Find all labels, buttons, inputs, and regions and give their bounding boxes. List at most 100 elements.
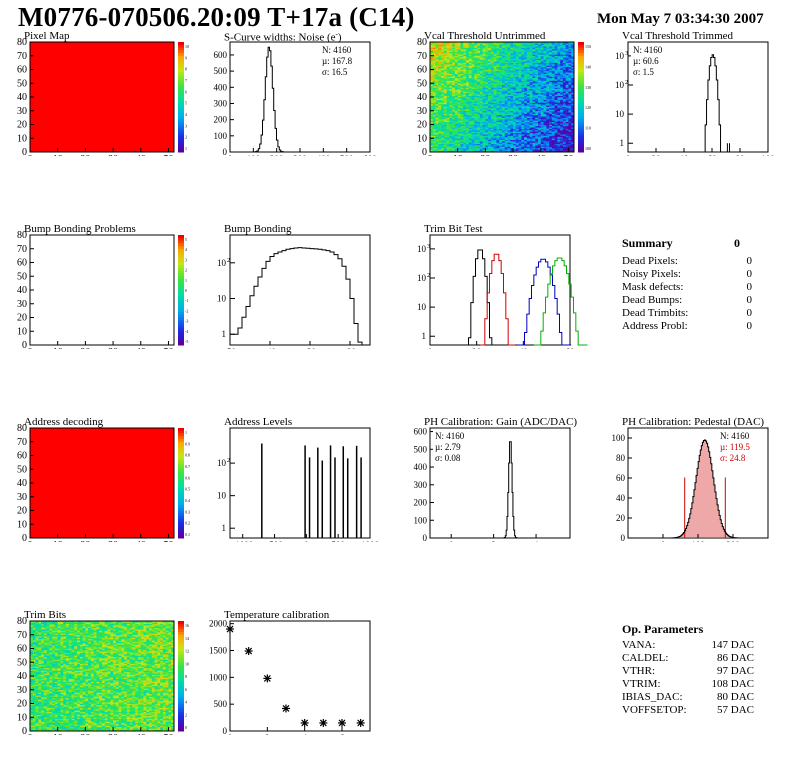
- y-tick-label: 1: [222, 329, 227, 339]
- y-tick-label: 30: [417, 106, 427, 117]
- y-tick-label: 20: [17, 120, 27, 131]
- x-tick-label: 80: [736, 154, 746, 156]
- y-tick-label: 100: [612, 433, 626, 443]
- y-tick-label: 30: [17, 492, 27, 503]
- y-tick-label: 60: [417, 65, 427, 76]
- x-tick-label: 40: [536, 154, 546, 156]
- x-tick-label: 10: [53, 347, 63, 349]
- histogram-line: [466, 249, 497, 346]
- stats-entry: σ: 24.8: [720, 453, 746, 463]
- palette-tick-label: 110: [585, 126, 591, 131]
- x-tick-label: -1000: [232, 540, 253, 542]
- x-tick-label: 0: [428, 347, 433, 349]
- x-tick-label: 0: [28, 154, 33, 156]
- y-tick-label: 0: [621, 533, 626, 542]
- summary-row: Dead Pixels: 0: [622, 255, 752, 267]
- op-param-row: VTHR: 97 DAC: [622, 665, 754, 677]
- y-tick-label: 100: [214, 131, 228, 141]
- address-levels-title: Address Levels: [224, 416, 293, 428]
- x-tick-label: 50: [163, 154, 173, 156]
- y-tick-label: 10: [217, 258, 227, 268]
- palette-tick-label: -3: [185, 319, 188, 324]
- y-tick-label: 10: [615, 51, 625, 61]
- histogram-line: [533, 257, 588, 346]
- y-tick-label: 0: [22, 533, 27, 542]
- stats-box: [320, 43, 367, 77]
- summary-box: Summary 0 Dead Pixels: 0 Noisy Pixels: 0 Ma…: [622, 236, 752, 333]
- histogram-fill: [661, 440, 749, 538]
- x-tick-label: 4: [534, 540, 539, 542]
- y-tick-label: 10: [417, 244, 427, 254]
- x-tick-label: 500: [331, 540, 345, 542]
- y-tick-label: 10: [417, 302, 427, 312]
- y-tick-label: 50: [17, 271, 27, 282]
- histogram-line: [517, 258, 572, 346]
- y-tick-label: 2000: [209, 619, 228, 629]
- x-tick-label: 40: [136, 154, 146, 156]
- data-point: [263, 674, 272, 683]
- palette-tick-label: 100: [585, 146, 591, 151]
- x-tick-label: 600: [363, 154, 377, 156]
- y-tick-label: 10: [217, 491, 227, 501]
- stats-box: [433, 429, 480, 463]
- x-tick-label: 60: [566, 347, 576, 349]
- plot-frame: [429, 427, 571, 539]
- vcal-untrimmed-title: Vcal Threshold Untrimmed: [424, 30, 546, 42]
- palette-tick-label: 130: [585, 85, 591, 90]
- y-tick-label: 0: [223, 147, 228, 156]
- scurve-chart: 0 100 200 300 400 500 600 0 100 200 300 400 500 600 N:…: [214, 41, 377, 156]
- x-tick-label: 0: [228, 733, 233, 735]
- stats-entry: N: 4160: [720, 431, 750, 441]
- stats-entry: N: 4160: [633, 45, 663, 55]
- stats-entry: σ: 0.08: [435, 453, 461, 463]
- palette-tick-label: 6: [185, 89, 187, 94]
- y-tick-label: 80: [616, 453, 626, 463]
- address-levels-chart: -1000-50005001000110102: [217, 427, 380, 542]
- x-tick-label: -50: [224, 347, 236, 349]
- y-tick-label: 80: [17, 231, 27, 241]
- x-tick-label: 40: [136, 347, 146, 349]
- color-palette: [578, 42, 584, 153]
- trim-bits-chart: 1614121086420010203040500102030405060708…: [17, 617, 189, 735]
- palette-tick-label: 120: [585, 105, 591, 110]
- op-parameters-box: Op. Parameters VANA: 147 DAC CALDEL: 86 DA…: [622, 622, 754, 717]
- x-tick-label: 30: [508, 154, 518, 156]
- x-tick-label: 300: [293, 154, 307, 156]
- palette-tick-label: 9: [185, 55, 187, 60]
- summary-row: Dead Bumps: 0: [622, 294, 752, 306]
- summary-title: Summary: [622, 236, 673, 250]
- y-tick-label: 500: [214, 699, 228, 709]
- y-tick-label: 600: [214, 50, 228, 60]
- x-tick-label: 2: [265, 733, 270, 735]
- palette-tick-label: 10: [185, 661, 189, 666]
- bump-problems-chart: 543210-1-2-3-4-5010203040500102030405060…: [17, 231, 188, 349]
- y-tick-label: 40: [417, 92, 427, 103]
- y-tick-label: 300: [214, 98, 228, 108]
- palette-tick-label: 8: [185, 67, 187, 72]
- y-tick-label: 0: [22, 147, 27, 156]
- vcal-untrimmed-chart: 150 140 130 120 110 100 0 10 20 30 40 50 0 10 20 30 40 50…: [417, 38, 591, 156]
- vcal-trimmed-title: Vcal Threshold Trimmed: [622, 30, 734, 42]
- scurve-title: S-Curve widths: Noise (e-): [224, 30, 342, 44]
- stats-entry: µ: 2.79: [435, 442, 461, 452]
- x-tick-label: 50: [163, 733, 173, 735]
- x-tick-label: -20: [344, 347, 356, 349]
- palette-tick-label: 8: [185, 674, 187, 679]
- x-tick-label: 100: [247, 154, 261, 156]
- y-tick-label: 400: [214, 82, 228, 92]
- y-tick-label: 10: [615, 80, 625, 90]
- y-tick-exponent: 3: [625, 51, 628, 57]
- data-point: [319, 718, 328, 727]
- x-tick-label: 30: [108, 347, 118, 349]
- trim-bits-title: Trim Bits: [24, 609, 67, 621]
- x-tick-label: 1000: [361, 540, 380, 542]
- y-tick-label: 70: [17, 244, 27, 255]
- y-tick-label: 0: [223, 726, 228, 735]
- palette-tick-label: 6: [185, 687, 187, 692]
- x-tick-label: -500: [266, 540, 283, 542]
- y-tick-label: 40: [17, 671, 27, 682]
- plot-frame: [429, 234, 571, 346]
- x-tick-label: 0: [304, 540, 309, 542]
- y-tick-label: 40: [17, 478, 27, 489]
- x-tick-label: 40: [519, 347, 529, 349]
